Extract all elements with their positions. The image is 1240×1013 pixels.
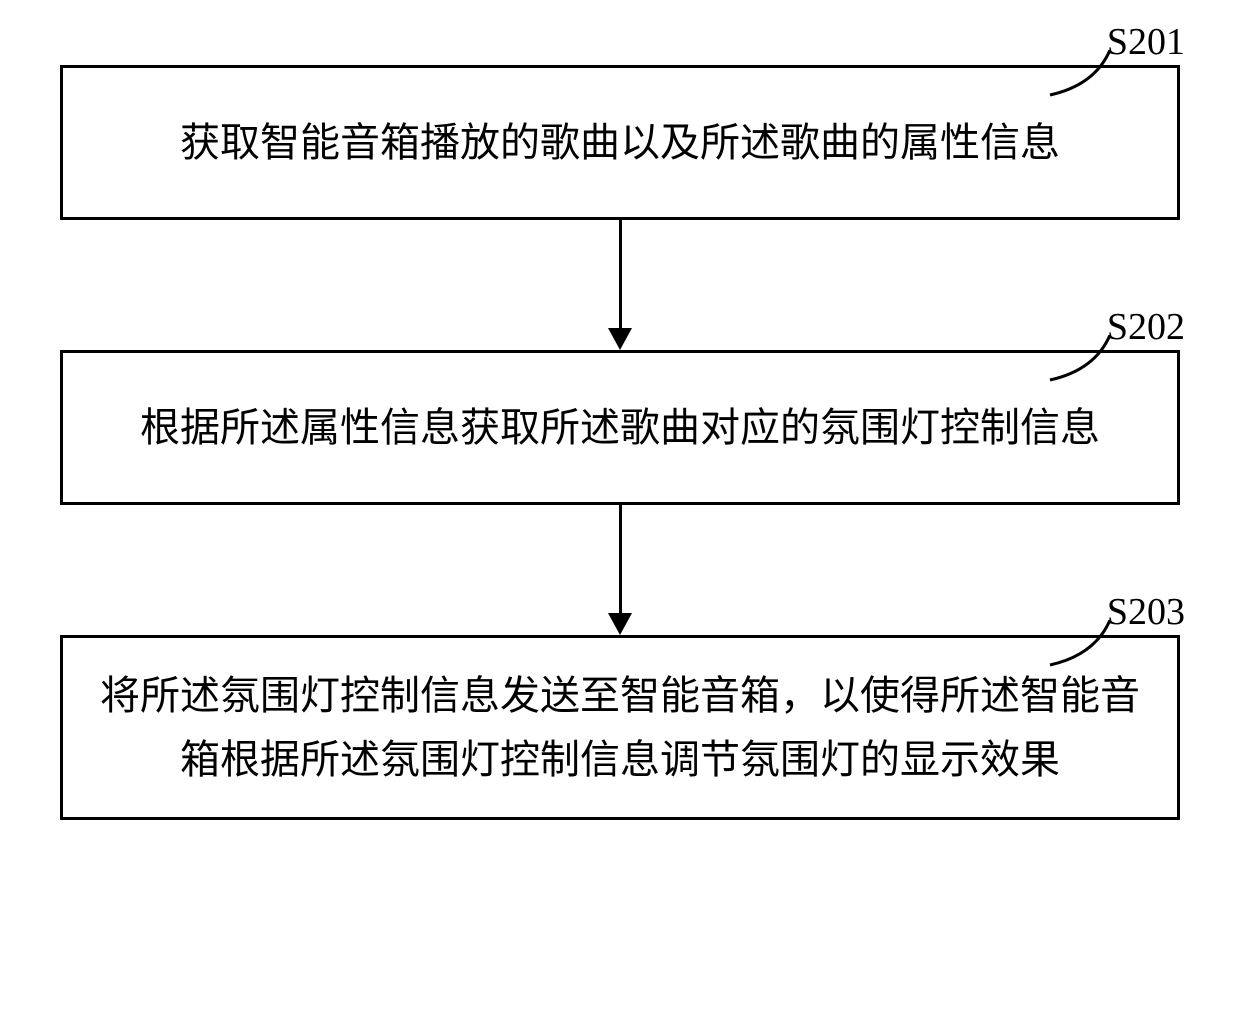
step-label-2: S202	[1107, 305, 1185, 349]
arrow-line-1	[619, 220, 622, 328]
arrow-1-2	[60, 220, 1180, 350]
step-box-1: 获取智能音箱播放的歌曲以及所述歌曲的属性信息	[60, 65, 1180, 220]
arrow-2-3	[60, 505, 1180, 635]
label-connector-1	[1045, 50, 1115, 100]
step-2-text: 根据所述属性信息获取所述歌曲对应的氛围灯控制信息	[140, 396, 1100, 460]
flowchart-container: S201 获取智能音箱播放的歌曲以及所述歌曲的属性信息 S202 根据所述属性信…	[60, 30, 1180, 820]
label-connector-3	[1045, 620, 1115, 670]
step-1-text: 获取智能音箱播放的歌曲以及所述歌曲的属性信息	[180, 111, 1060, 175]
step-box-3: 将所述氛围灯控制信息发送至智能音箱，以使得所述智能音箱根据所述氛围灯控制信息调节…	[60, 635, 1180, 820]
step-label-3-text: S203	[1107, 591, 1185, 633]
step-box-2: 根据所述属性信息获取所述歌曲对应的氛围灯控制信息	[60, 350, 1180, 505]
step-label-1: S201	[1107, 20, 1185, 64]
arrow-line-2	[619, 505, 622, 613]
step-3-text: 将所述氛围灯控制信息发送至智能音箱，以使得所述智能音箱根据所述氛围灯控制信息调节…	[93, 664, 1147, 792]
step-label-3: S203	[1107, 590, 1185, 634]
arrow-head-2	[608, 613, 632, 635]
step-label-2-text: S202	[1107, 306, 1185, 348]
label-connector-2	[1045, 335, 1115, 385]
step-label-1-text: S201	[1107, 21, 1185, 63]
arrow-head-1	[608, 328, 632, 350]
